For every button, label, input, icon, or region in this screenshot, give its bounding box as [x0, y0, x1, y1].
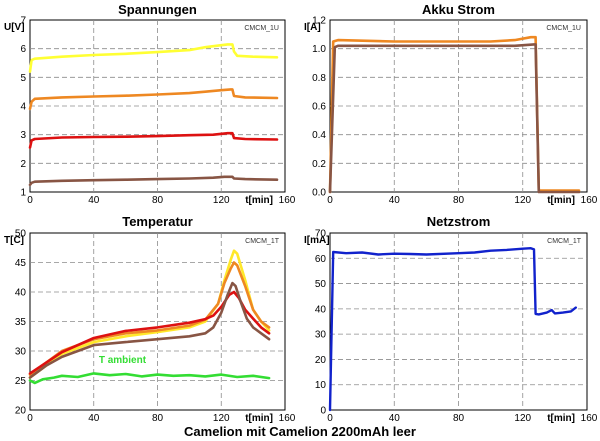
y-tick-label: 5: [20, 73, 26, 84]
y-tick-label: 0.2: [312, 159, 326, 170]
series-line-3: [28, 131, 279, 149]
series-line-5: [28, 372, 271, 385]
chart-tag: CMCM_1T: [245, 238, 280, 245]
chart-netzstrom: 0 40 80 120 160 0 10 20 30 40 50 60 70I[mA] t[min] Net…: [304, 214, 598, 424]
y-tick-label: 6: [20, 44, 26, 55]
y-tick-label: 2: [20, 159, 26, 170]
chart-tag: CMCM_1U: [244, 25, 279, 32]
x-tick-label: 120: [213, 413, 230, 424]
chart-tag: CMCM_1U: [546, 25, 581, 32]
x-tick-label: 160: [581, 413, 598, 424]
y-tick-label: 1: [20, 188, 26, 199]
x-axis-label: t[min]: [245, 413, 273, 424]
chart-title: Spannungen: [118, 2, 197, 17]
y-tick-label: 4: [20, 102, 26, 113]
series-line-2: [328, 43, 581, 194]
chart-title: Netzstrom: [427, 214, 491, 229]
x-tick-label: 80: [453, 195, 465, 206]
chart-title: Temperatur: [122, 214, 193, 229]
x-tick-label: 40: [389, 195, 401, 206]
y-tick-label: 40: [315, 304, 327, 315]
chart-spannungen: 0 40 80 120 160 1 2 3 4 5 6 7U[V] t[min] Spannungen CM…: [4, 2, 296, 206]
x-tick-label: 160: [279, 195, 296, 206]
y-tick-label: 25: [15, 376, 27, 387]
y-axis-label: U[V]: [4, 22, 25, 33]
y-tick-label: 0.0: [312, 188, 326, 199]
series-line-1: [28, 43, 279, 73]
y-tick-label: 70: [315, 229, 327, 240]
y-tick-label: 1.2: [312, 16, 326, 27]
y-axis-label: I[mA]: [304, 235, 330, 246]
y-tick-label: 20: [15, 406, 27, 417]
x-tick-label: 40: [389, 413, 401, 424]
y-tick-label: 7: [20, 16, 26, 27]
series-line-4: [28, 175, 279, 187]
x-tick-label: 80: [152, 413, 164, 424]
series-line-1: [328, 247, 577, 412]
x-axis-label: t[min]: [245, 195, 273, 206]
x-tick-label: 0: [27, 195, 33, 206]
y-tick-label: 50: [15, 229, 27, 240]
y-tick-label: 0.8: [312, 73, 326, 84]
y-tick-label: 3: [20, 130, 26, 141]
chart-temperatur: 0 40 80 120 160 20 25 30 35 40 45 50T[C] t[min] Tempe…: [4, 214, 296, 424]
x-tick-label: 40: [88, 413, 100, 424]
x-tick-label: 160: [279, 413, 296, 424]
series-line-2: [28, 88, 279, 111]
y-tick-label: 1.0: [312, 44, 326, 55]
y-tick-label: 10: [315, 380, 327, 391]
x-tick-label: 0: [327, 413, 333, 424]
y-tick-label: 60: [315, 254, 327, 265]
series-line-4: [28, 281, 271, 379]
x-tick-label: 80: [152, 195, 164, 206]
y-tick-label: 0.4: [312, 130, 326, 141]
annotation-label: T ambient: [99, 355, 147, 366]
y-axis-label: T[C]: [4, 235, 24, 246]
y-tick-label: 0.6: [312, 102, 326, 113]
y-tick-label: 0: [320, 406, 326, 417]
x-tick-label: 0: [27, 413, 33, 424]
x-axis-label: t[min]: [547, 413, 575, 424]
x-tick-label: 120: [514, 413, 531, 424]
figure-caption: Camelion mit Camelion 2200mAh leer: [184, 424, 416, 439]
y-tick-label: 30: [15, 347, 27, 358]
x-tick-label: 0: [327, 195, 333, 206]
y-axis-label: I[A]: [304, 22, 321, 33]
y-tick-label: 50: [315, 279, 327, 290]
x-tick-label: 120: [213, 195, 230, 206]
y-tick-label: 20: [315, 355, 327, 366]
chart-title: Akku Strom: [422, 2, 495, 17]
x-axis-label: t[min]: [547, 195, 575, 206]
chart-akku-strom: 0 40 80 120 160 0.0 0.2 0.4 0.6 0.8 1.0 1.2I[A] t[mi…: [304, 2, 598, 206]
y-tick-label: 35: [15, 317, 27, 328]
y-tick-label: 30: [315, 330, 327, 341]
x-tick-label: 120: [514, 195, 531, 206]
series-line-3: [28, 290, 271, 375]
y-tick-label: 40: [15, 288, 27, 299]
chart-tag: CMCM_1T: [547, 238, 582, 245]
x-tick-label: 160: [581, 195, 598, 206]
x-tick-label: 80: [453, 413, 465, 424]
y-tick-label: 45: [15, 258, 27, 269]
x-tick-label: 40: [88, 195, 100, 206]
